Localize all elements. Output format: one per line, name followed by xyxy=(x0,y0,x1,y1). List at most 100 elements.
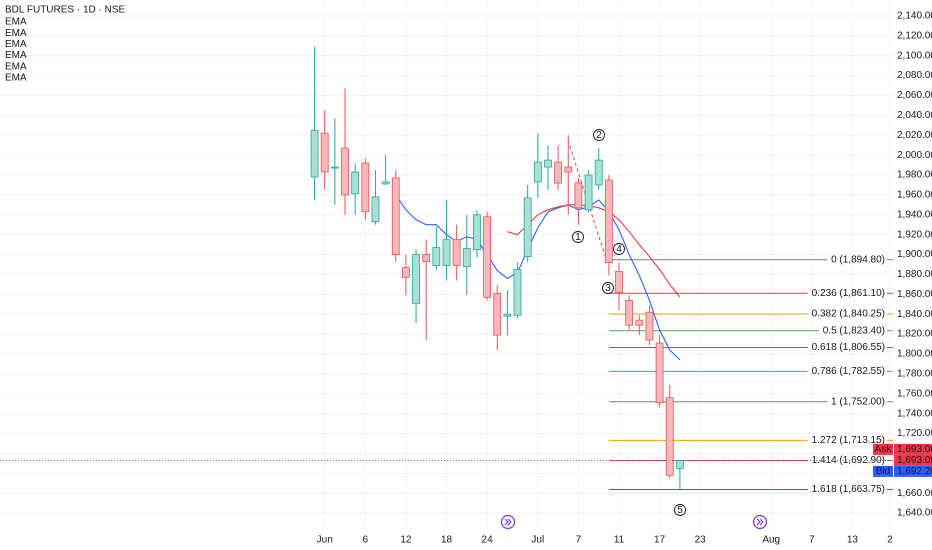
wave-marker xyxy=(674,504,686,516)
x-tick-label: 24 xyxy=(482,535,494,546)
candle-body xyxy=(645,311,654,341)
candle-body xyxy=(615,271,623,293)
fib-label: 0.786 (1,782.55) xyxy=(812,366,885,377)
replay-icon xyxy=(500,514,516,530)
candle-body xyxy=(544,159,552,168)
wave-label: 2 xyxy=(596,130,602,141)
y-tick-label: 2,040.00 xyxy=(897,110,932,121)
candle-body xyxy=(533,161,542,183)
candle-body xyxy=(391,177,400,255)
y-tick-label: 1,720.00 xyxy=(897,428,932,439)
y-tick-label: 1,920.00 xyxy=(897,229,932,240)
y-tick-label: 2,020.00 xyxy=(897,130,932,141)
x-tick-label: 2 xyxy=(887,535,893,546)
candle-body xyxy=(554,161,563,184)
price-tag xyxy=(894,443,932,455)
candle-body xyxy=(381,181,390,185)
price-tag-name-bg xyxy=(873,443,893,455)
candle-body xyxy=(675,460,684,469)
y-tick-label: 2,100.00 xyxy=(897,50,932,61)
symbol-title: BDL FUTURES · 1D · NSE xyxy=(5,5,126,16)
candle-body xyxy=(655,342,664,404)
x-tick-label: 23 xyxy=(695,535,707,546)
candle-body xyxy=(452,239,461,266)
wave-marker xyxy=(593,129,605,141)
candle-body xyxy=(513,269,522,316)
y-tick-label: 1,640.00 xyxy=(897,508,932,519)
y-tick-label: 2,140.00 xyxy=(897,11,932,22)
y-tick-label: 1,960.00 xyxy=(897,190,932,201)
candle-body xyxy=(330,166,339,169)
candle-body xyxy=(412,254,420,304)
price-tag-label: 1,693.00 xyxy=(897,455,932,466)
y-tick-label: 1,740.00 xyxy=(897,408,932,419)
x-tick-label: Jul xyxy=(531,535,544,546)
candle-body xyxy=(564,166,573,173)
fib-label: 1.618 (1,663.75) xyxy=(812,484,885,495)
fib-label: 1.414 (1,692.90) xyxy=(812,455,885,466)
candle-body xyxy=(625,299,634,326)
candle-body xyxy=(310,129,319,178)
price-tag-label: 1,693.00 xyxy=(897,444,932,455)
candle-body xyxy=(665,397,674,476)
ema-line xyxy=(395,194,681,361)
candle-body xyxy=(351,171,360,195)
price-tag xyxy=(894,454,932,466)
x-tick-label: 6 xyxy=(363,535,369,546)
y-tick-label: 2,060.00 xyxy=(897,90,932,101)
y-tick-label: 1,820.00 xyxy=(897,329,932,340)
candle-body xyxy=(483,216,491,298)
y-tick-label: 2,080.00 xyxy=(897,70,932,81)
indicator-label: EMA xyxy=(5,39,27,50)
y-tick-label: 1,940.00 xyxy=(897,209,932,220)
indicator-label: EMA xyxy=(5,50,27,61)
indicator-label: EMA xyxy=(5,28,27,39)
y-tick-label: 1,880.00 xyxy=(897,269,932,280)
wave-label: 5 xyxy=(677,505,683,516)
candle-body xyxy=(361,162,370,213)
x-tick-label: 11 xyxy=(614,535,625,546)
candle-body xyxy=(493,292,502,336)
indicator-label: EMA xyxy=(5,73,27,84)
fib-label: 0.5 (1,823.40) xyxy=(823,325,885,336)
candle-body xyxy=(371,196,380,223)
replay-icon xyxy=(752,514,768,530)
y-tick-label: 2,120.00 xyxy=(897,30,932,41)
price-tag-name: Ask xyxy=(875,444,893,455)
x-tick-label: 17 xyxy=(654,535,666,546)
wave-label: 1 xyxy=(575,232,581,243)
wave-guide xyxy=(567,139,609,266)
candle-body xyxy=(584,174,593,211)
ema-line xyxy=(507,204,681,298)
candle-body xyxy=(442,239,451,266)
fib-label: 1.272 (1,713.15) xyxy=(812,435,885,446)
y-tick-label: 1,780.00 xyxy=(897,369,932,380)
y-tick-label: 1,980.00 xyxy=(897,170,932,181)
fib-label: 0 (1,894.80) xyxy=(831,254,885,265)
candle-body xyxy=(574,182,583,209)
x-tick-label: 18 xyxy=(441,535,453,546)
candle-body xyxy=(341,147,349,196)
y-tick-label: 2,000.00 xyxy=(897,150,932,161)
wave-marker xyxy=(572,231,584,243)
x-tick-label: 12 xyxy=(400,535,412,546)
wave-marker xyxy=(613,243,625,255)
y-tick-label: 1,760.00 xyxy=(897,388,932,399)
candle-body xyxy=(473,214,481,250)
price-tag xyxy=(894,465,932,477)
candle-body xyxy=(402,267,410,278)
y-tick-label: 1,860.00 xyxy=(897,289,932,300)
wave-label: 3 xyxy=(605,283,611,294)
price-tag-name-bg xyxy=(873,465,893,477)
y-tick-label: 1,660.00 xyxy=(897,488,932,499)
y-tick-label: 1,840.00 xyxy=(897,309,932,320)
x-tick-label: Jun xyxy=(317,535,333,546)
x-tick-label: 13 xyxy=(847,535,859,546)
candle-body xyxy=(320,132,329,173)
price-tag-label: 1,692.20 xyxy=(897,466,932,477)
x-tick-label: 7 xyxy=(576,535,582,546)
candle-body xyxy=(523,197,532,257)
fib-label: 0.382 (1,840.25) xyxy=(812,309,885,320)
candle-body xyxy=(503,313,512,317)
